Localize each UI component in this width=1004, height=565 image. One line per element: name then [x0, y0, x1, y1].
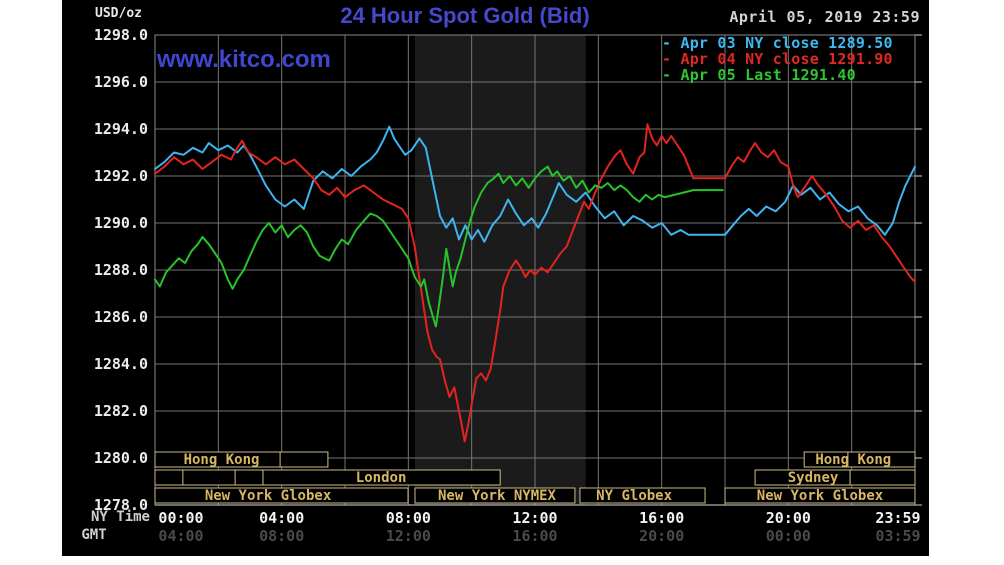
- x-axis-tick-label: 08:00: [385, 509, 431, 527]
- y-axis-label: 1278.0: [93, 496, 148, 514]
- y-axis-label: 1288.0: [93, 261, 148, 279]
- y-axis-label: 1296.0: [93, 73, 148, 91]
- legend: - Apr 03 NY close 1289.50- Apr 04 NY clo…: [662, 35, 893, 83]
- x-axis-tick-label: 20:00: [639, 527, 685, 545]
- x-axis-tick-label: 20:00: [765, 509, 811, 527]
- legend-entry: - Apr 05 Last 1291.40: [662, 66, 856, 84]
- price-line-apr-05: [154, 165, 724, 328]
- x-axis-row-label: GMT: [81, 527, 107, 543]
- session-label: New York Globex: [205, 488, 332, 504]
- y-axis-label: 1282.0: [93, 402, 148, 420]
- x-axis-tick-label: 00:00: [158, 509, 204, 527]
- x-axis-tick-label: 04:00: [259, 509, 305, 527]
- x-axis-tick-label: 12:00: [512, 509, 558, 527]
- x-axis-tick-label: 03:59: [875, 527, 921, 545]
- session-box: [803, 451, 916, 468]
- session-label: NY Globex: [596, 488, 672, 504]
- x-axis-tick-label: 00:00: [765, 527, 811, 545]
- session-box: [154, 469, 264, 486]
- x-axis-tick-label: 23:59: [875, 509, 921, 527]
- session-box: [262, 469, 501, 486]
- session-box: [849, 469, 916, 486]
- x-axis-tick-label: 16:00: [639, 509, 685, 527]
- unit-label: USD/oz: [95, 6, 142, 21]
- session-label: Hong Kong: [184, 452, 260, 468]
- session-box: [579, 487, 706, 504]
- price-line-apr-03: [154, 125, 916, 243]
- price-line-apr-04: [154, 123, 916, 443]
- y-axis-label: 1284.0: [93, 355, 148, 373]
- legend-entry: - Apr 04 NY close 1291.90: [662, 50, 893, 68]
- session-label: Hong Kong: [815, 452, 891, 468]
- gold-chart-image: Hong Kong Hong Kong London Sydney New York G…: [62, 0, 929, 556]
- y-axis-label: 1290.0: [93, 214, 148, 232]
- y-axis-label: 1286.0: [93, 308, 148, 326]
- x-axis-row-label: NY Time: [90, 509, 150, 525]
- x-axis-tick-label: 04:00: [158, 527, 204, 545]
- chart-title: 24 Hour Spot Gold (Bid): [340, 3, 590, 28]
- x-axis-tick-label: 12:00: [385, 527, 431, 545]
- kitco-watermark: www.kitco.com: [157, 46, 331, 73]
- plot-canvas: Hong Kong Hong Kong London Sydney New York G…: [154, 34, 922, 506]
- session-label: Sydney: [788, 470, 839, 486]
- y-axis-label: 1294.0: [93, 120, 148, 138]
- x-axis-tick-label: 16:00: [512, 527, 558, 545]
- session-label: New York NYMEX: [438, 488, 557, 504]
- session-box: [154, 487, 409, 504]
- chart-date: April 05, 2019 23:59: [729, 8, 920, 26]
- session-box: [154, 451, 329, 468]
- session-label: London: [356, 470, 407, 486]
- y-axis-label: 1292.0: [93, 167, 148, 185]
- legend-entry: - Apr 03 NY close 1289.50: [662, 34, 893, 52]
- y-axis-label: 1280.0: [93, 449, 148, 467]
- x-axis-tick-label: 08:00: [259, 527, 305, 545]
- session-label: New York Globex: [757, 488, 884, 504]
- session-box: [724, 487, 916, 504]
- y-axis-label: 1298.0: [93, 26, 148, 44]
- session-box: [414, 487, 576, 504]
